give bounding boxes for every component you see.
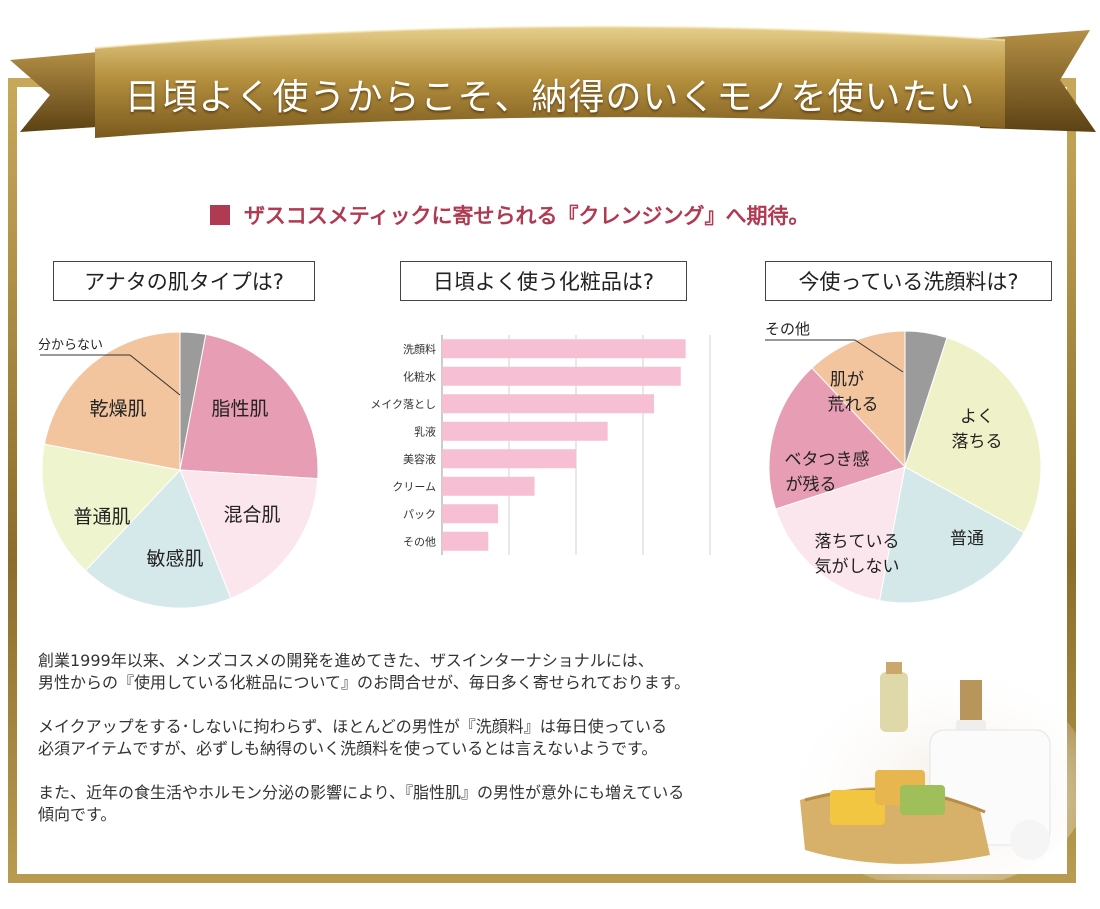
pie1-label-dry: 乾燥肌 [89, 398, 146, 420]
bar-1 [442, 366, 681, 386]
p3-line1: また、近年の食生活やホルモン分泌の影響により、『脂性肌』の男性が意外にも増えてい… [38, 783, 685, 802]
skin-type-slice-1 [179, 333, 319, 480]
cleanser-pie-chart: その他 よく 落ちる 普通 落ちている 気がしない ベタつき感 が残る 肌が 荒… [765, 320, 1042, 604]
skin-type-slice-2 [179, 469, 319, 599]
bar-label-1: 化粧水 [403, 369, 436, 383]
pie1-label-normal: 普通肌 [73, 506, 130, 528]
bar-3 [442, 421, 608, 441]
cosmetics-chart-title: 日頃よく使う化粧品は? [400, 261, 687, 301]
bar-label-3: 乳液 [414, 424, 436, 438]
paragraph-2: メイクアップをする･しないに拘わらず、ほとんどの男性が『洗顔料』は毎日使っている… [38, 716, 818, 760]
bar-label-7: その他 [403, 535, 436, 548]
p2-line2: 必須アイテムですが、必ずしも納得のいく洗顔料を使っているとは言えないようです。 [38, 739, 658, 758]
cleanser-chart-title: 今使っている洗顔料は? [765, 261, 1052, 301]
skin-type-slice-4 [41, 443, 181, 572]
pie2-label-good-1: よく [960, 407, 994, 427]
cleanser-slice-1 [904, 337, 1042, 534]
description-text: 創業1999年以来、メンズコスメの開発を進めてきた、ザスインターナショナルには、… [38, 650, 818, 848]
skin-type-slice-3 [84, 469, 232, 609]
section-heading-text: ザスコスメティックに寄せられる『クレンジング』へ期待。 [244, 204, 810, 228]
cosmetics-photo [790, 662, 1080, 880]
square-bullet-icon [210, 205, 230, 225]
pie2-label-notclean-1: 落ちている [815, 532, 900, 552]
pie2-label-sticky-2: が残る [786, 475, 837, 495]
section-heading: ザスコスメティックに寄せられる『クレンジング』へ期待。 [210, 200, 810, 230]
pie2-label-notclean-2: 気がしない [815, 557, 900, 577]
paragraph-3: また、近年の食生活やホルモン分泌の影響により、『脂性肌』の男性が意外にも増えてい… [38, 782, 818, 826]
bar-label-0: 洗顔料 [403, 342, 436, 356]
ribbon-banner [10, 25, 1096, 138]
cleanser-slice-3 [775, 466, 906, 602]
paragraph-1: 創業1999年以来、メンズコスメの開発を進めてきた、ザスインターナショナルには、… [38, 650, 818, 694]
pie1-label-combo: 混合肌 [223, 504, 280, 526]
p1-line1: 創業1999年以来、メンズコスメの開発を進めてきた、ザスインターナショナルには、 [38, 651, 654, 670]
skin-type-chart-title: アナタの肌タイプは? [53, 261, 315, 301]
bar-5 [442, 476, 535, 496]
bar-label-6: パック [403, 508, 436, 521]
p3-line2: 傾向です。 [38, 805, 117, 824]
cleanser-slice-5 [811, 330, 906, 469]
pie2-label-rough-2: 荒れる [828, 395, 879, 415]
pie2-label-sticky-1: ベタつき感 [785, 450, 870, 470]
pie1-label-dont-know: 分からない [38, 338, 103, 353]
bar-6 [442, 504, 499, 524]
pie2-label-rough-1: 肌が [830, 370, 864, 390]
cleanser-slice-2 [878, 466, 1025, 604]
pie2-label-good-2: 落ちる [952, 432, 1003, 452]
bar-label-2: メイク落とし [370, 398, 436, 411]
bar-2 [442, 394, 654, 414]
bar-4 [442, 449, 576, 469]
bar-0 [442, 339, 686, 359]
cleanser-slice-4 [768, 367, 906, 510]
p2-line1: メイクアップをする･しないに拘わらず、ほとんどの男性が『洗顔料』は毎日使っている [38, 717, 667, 736]
bar-label-4: 美容液 [403, 452, 436, 466]
pie2-label-other: その他 [765, 320, 810, 338]
skin-type-slice-5 [43, 331, 181, 471]
pie1-label-sensitive: 敏感肌 [146, 548, 203, 570]
pie1-label-oily: 脂性肌 [211, 398, 268, 420]
bar-label-5: クリーム [392, 480, 436, 493]
banner-title: 日頃よく使うからこそ、納得のいくモノを使いたい [124, 77, 976, 118]
pie2-label-normal: 普通 [950, 529, 984, 549]
skin-type-pie-chart: 分からない 脂性肌 混合肌 敏感肌 普通肌 乾燥肌 [38, 331, 319, 609]
p1-line2: 男性からの『使用している化粧品について』のお問合せが、毎日多く寄せられております… [38, 673, 691, 692]
bar-7 [442, 531, 489, 551]
